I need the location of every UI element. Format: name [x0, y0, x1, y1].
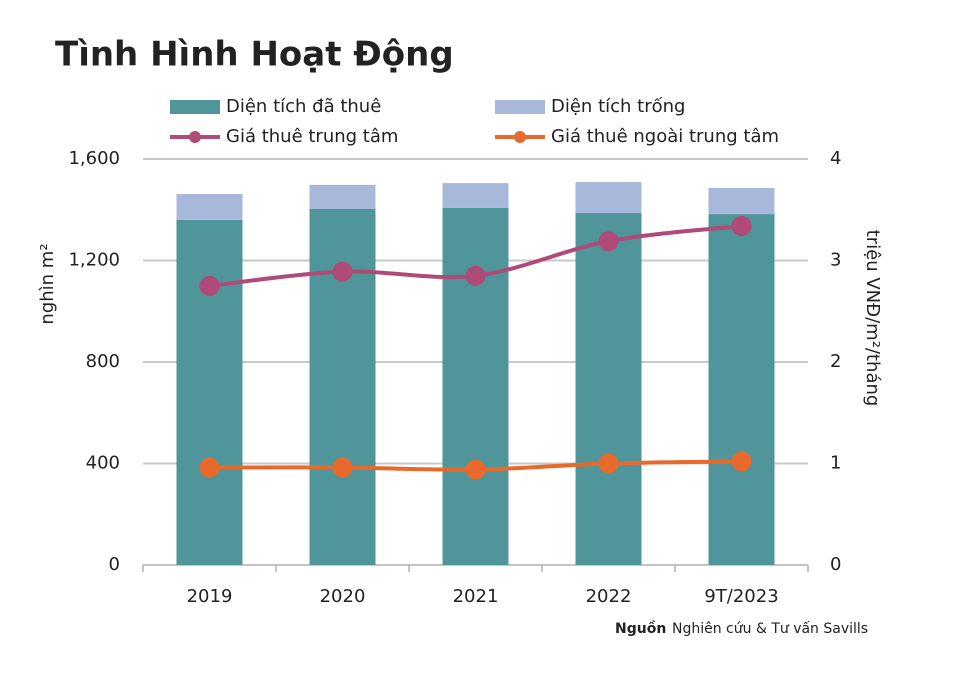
source-label: Nguồn: [615, 620, 666, 637]
y2-tick-label: 4: [830, 148, 841, 169]
bar: [176, 219, 243, 565]
x-tick-label: 9T/2023: [704, 586, 778, 607]
x-tick-label: 2020: [320, 586, 366, 607]
y-tick-label: 400: [86, 453, 120, 474]
y-tick-label: 800: [86, 351, 120, 372]
chart-title: Tình Hình Hoạt Động: [55, 35, 454, 75]
bar: [442, 183, 509, 208]
y-tick-label: 1,200: [68, 250, 120, 271]
bar: [442, 207, 509, 565]
legend-label: Diện tích trống: [551, 96, 685, 117]
y2-tick-label: 3: [830, 250, 841, 271]
legend-swatch: [514, 131, 526, 143]
legend-swatch: [189, 131, 201, 143]
bar: [708, 214, 775, 565]
bar: [708, 187, 775, 215]
point: [731, 215, 752, 236]
legend-label: Giá thuê ngoài trung tâm: [551, 126, 779, 147]
y-tick-label: 0: [109, 554, 120, 575]
point: [731, 451, 752, 472]
bar: [176, 194, 243, 220]
bar: [575, 182, 642, 214]
x-tick-label: 2022: [586, 586, 632, 607]
legend-swatch: [495, 100, 545, 114]
point: [332, 457, 353, 478]
x-tick-label: 2021: [453, 586, 499, 607]
point: [332, 261, 353, 282]
y-axis-title: nghìn m²: [37, 243, 58, 324]
bar: [575, 213, 642, 565]
legend-label: Diện tích đã thuê: [226, 96, 381, 117]
source-text: Nghiên cứu & Tư vấn Savills: [672, 621, 868, 637]
y2-axis-title: triệu VNĐ/m²/tháng: [862, 230, 883, 407]
point: [465, 265, 486, 286]
point: [598, 231, 619, 252]
point: [199, 457, 220, 478]
y2-tick-label: 0: [830, 554, 841, 575]
y-tick-label: 1,600: [68, 148, 120, 169]
y2-tick-label: 1: [830, 453, 841, 474]
point: [199, 275, 220, 296]
legend-swatch: [170, 100, 220, 114]
y2-tick-label: 2: [830, 351, 841, 372]
bar: [309, 184, 376, 209]
legend-label: Giá thuê trung tâm: [226, 126, 398, 147]
point: [465, 459, 486, 480]
x-tick-label: 2019: [187, 586, 233, 607]
point: [598, 453, 619, 474]
